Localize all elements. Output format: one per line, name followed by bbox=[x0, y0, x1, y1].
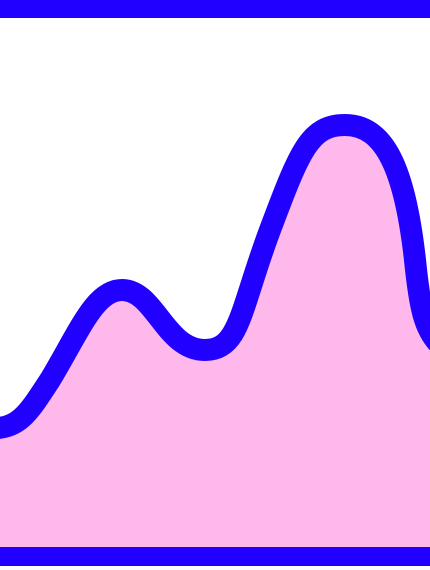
bottom-border bbox=[0, 547, 430, 566]
top-border bbox=[0, 0, 430, 18]
area-fill bbox=[0, 125, 430, 550]
area-line bbox=[0, 114, 430, 439]
